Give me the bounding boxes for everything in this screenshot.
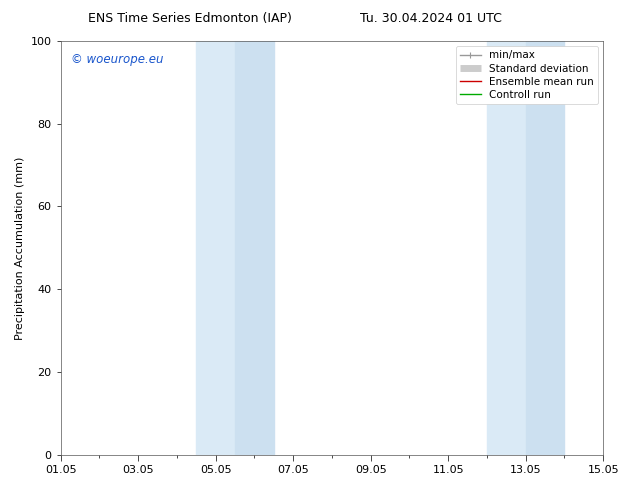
Text: © woeurope.eu: © woeurope.eu (72, 53, 164, 67)
Legend: min/max, Standard deviation, Ensemble mean run, Controll run: min/max, Standard deviation, Ensemble me… (456, 46, 598, 104)
Text: ENS Time Series Edmonton (IAP): ENS Time Series Edmonton (IAP) (88, 12, 292, 25)
Bar (235, 41, 274, 455)
Bar (197, 41, 235, 455)
Y-axis label: Precipitation Accumulation (mm): Precipitation Accumulation (mm) (15, 156, 25, 340)
Bar (526, 41, 564, 455)
Text: Tu. 30.04.2024 01 UTC: Tu. 30.04.2024 01 UTC (360, 12, 502, 25)
Bar (487, 41, 526, 455)
